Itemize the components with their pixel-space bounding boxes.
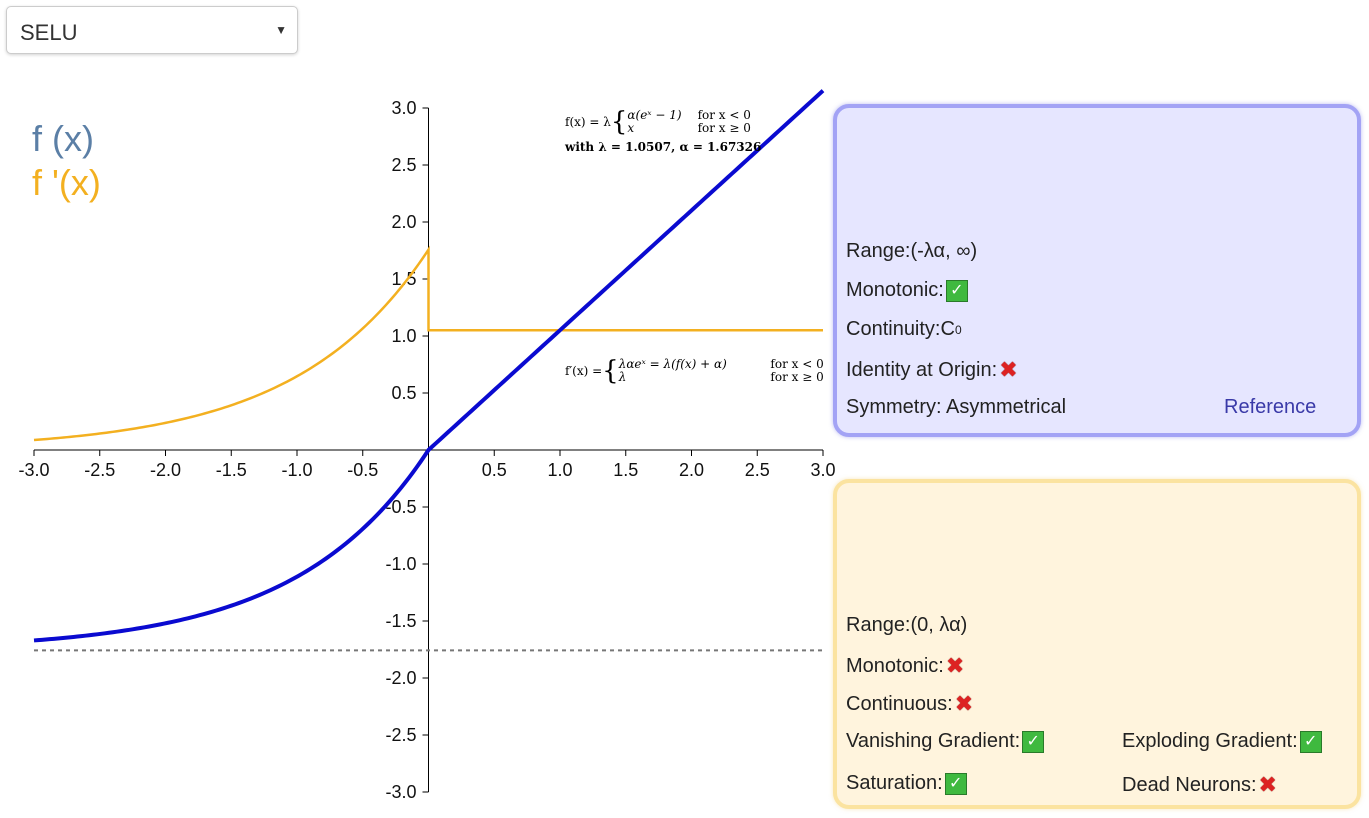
y-tick-label: 2.0 xyxy=(391,212,416,232)
x-tick-label: 1.5 xyxy=(613,460,638,480)
y-tick-label: -1.0 xyxy=(385,554,416,574)
activation-select-value: SELU xyxy=(20,20,78,45)
derivative-monotonic: Monotonic: ✖ xyxy=(846,653,964,679)
x-tick-label: 3.0 xyxy=(810,460,835,480)
derivative-formula: f′(x) ={ λαeˣ = λ(f(x) + α) for x < 0 λ fo… xyxy=(565,357,824,386)
legend-function: f (x) xyxy=(32,118,94,159)
brace-icon: { xyxy=(602,356,619,386)
formula-f-params: with λ = 1.0507, α = 1.67326 xyxy=(565,139,762,154)
chevron-down-icon: ▼ xyxy=(275,23,287,37)
function-identity: Identity at Origin: ✖ xyxy=(846,357,1018,383)
x-tick-label: 2.0 xyxy=(679,460,704,480)
formula-f-cases: α(eˣ − 1) for x < 0 x for x ≥ 0 xyxy=(627,108,751,136)
derivative-range-value: (0, λα) xyxy=(910,614,968,636)
derivative-range: Range: (0, λα) xyxy=(846,614,967,637)
x-tick-label: 0.5 xyxy=(482,460,507,480)
function-range-label: Range: xyxy=(846,240,911,262)
function-formula: f(x) = λ{ α(eˣ − 1) for x < 0 x for x ≥ 0 … xyxy=(565,108,761,154)
function-range: Range: (-λα, ∞) xyxy=(846,240,977,263)
function-continuity: Continuity: C 0 xyxy=(846,318,962,341)
derivative-vanishing: Vanishing Gradient: ✓ xyxy=(846,730,1045,753)
function-continuity-sup: 0 xyxy=(954,322,962,337)
x-tick-label: 2.5 xyxy=(745,460,770,480)
y-tick-label: -1.5 xyxy=(385,611,416,631)
x-tick-label: 1.0 xyxy=(547,460,572,480)
derivative-continuous-label: Continuous: xyxy=(846,692,953,715)
derivative-vanishing-label: Vanishing Gradient: xyxy=(846,730,1021,752)
formula-df-cases: λαeˣ = λ(f(x) + α) for x < 0 λ for x ≥ 0 xyxy=(618,357,824,385)
function-monotonic: Monotonic: ✓ xyxy=(846,279,968,302)
formula-f-case1-cond: for x < 0 xyxy=(697,108,751,123)
formula-df-case2-expr: λ xyxy=(618,370,627,385)
x-tick-label: -1.0 xyxy=(281,460,312,480)
cross-icon: ✖ xyxy=(999,357,1018,382)
x-tick-label: -2.5 xyxy=(84,460,115,480)
check-icon: ✓ xyxy=(1299,730,1322,753)
x-tick-label: -3.0 xyxy=(18,460,49,480)
function-monotonic-label: Monotonic: xyxy=(846,279,944,301)
formula-df-case1-cond: for x < 0 xyxy=(770,357,824,372)
derivative-properties-panel: Range: (0, λα) Monotonic: ✖ Continuous: ✖ V… xyxy=(833,479,1361,809)
derivative-monotonic-label: Monotonic: xyxy=(846,654,944,677)
function-properties-panel: Range: (-λα, ∞) Monotonic: ✓ Continuity: C 0… xyxy=(833,104,1361,437)
activation-select[interactable]: SELU ▼ xyxy=(6,6,298,54)
function-continuity-label: Continuity: xyxy=(846,318,941,340)
x-tick-label: -1.5 xyxy=(216,460,247,480)
x-tick-label: -2.0 xyxy=(150,460,181,480)
y-tick-label: -2.5 xyxy=(385,725,416,745)
derivative-exploding-label: Exploding Gradient: xyxy=(1122,730,1298,752)
derivative-dead-neurons: Dead Neurons: ✖ xyxy=(1122,772,1277,798)
function-continuity-value: C xyxy=(940,318,955,340)
y-tick-label: 2.5 xyxy=(391,155,416,175)
cross-icon: ✖ xyxy=(945,653,965,678)
function-range-value: (-λα, ∞) xyxy=(910,240,978,262)
cross-icon: ✖ xyxy=(1258,772,1277,797)
derivative-continuous: Continuous: ✖ xyxy=(846,691,973,717)
cross-icon: ✖ xyxy=(954,691,974,716)
derivative-saturation: Saturation: ✓ xyxy=(846,772,967,795)
y-tick-label: 3.0 xyxy=(391,98,416,118)
formula-f-case2-cond: for x ≥ 0 xyxy=(697,121,751,136)
function-symmetry: Symmetry: Asymmetrical xyxy=(846,396,1067,418)
formula-f-case2-expr: x xyxy=(627,121,635,136)
formula-df-lhs: f′(x) = xyxy=(565,363,603,378)
activation-chart: -3.0 -2.5 -2.0 -1.5 -1.0 -0.5 0.5 1.0 1.5 2.0 2.5 3… xyxy=(18,89,836,802)
derivative-line xyxy=(33,245,823,442)
derivative-dead-label: Dead Neurons: xyxy=(1122,773,1257,796)
derivative-range-label: Range: xyxy=(846,614,911,636)
derivative-saturation-label: Saturation: xyxy=(846,772,943,794)
formula-f-lhs: f(x) = λ xyxy=(565,114,611,129)
y-tick-label: 0.5 xyxy=(391,383,416,403)
y-tick-label: -3.0 xyxy=(385,782,416,802)
function-identity-label: Identity at Origin: xyxy=(846,358,998,381)
x-tick-label: -0.5 xyxy=(347,460,378,480)
derivative-exploding: Exploding Gradient: ✓ xyxy=(1122,730,1322,753)
y-tick-label: -0.5 xyxy=(385,497,416,517)
check-icon: ✓ xyxy=(1022,730,1045,753)
formula-df-case1-expr: λαeˣ = λ(f(x) + α) xyxy=(618,357,727,372)
formula-f-case1-expr: α(eˣ − 1) xyxy=(627,108,682,123)
brace-icon: { xyxy=(610,107,628,137)
legend-derivative: f '(x) xyxy=(32,162,101,203)
y-tick-label: -2.0 xyxy=(385,668,416,688)
formula-df-case2-cond: for x ≥ 0 xyxy=(770,370,824,385)
check-icon: ✓ xyxy=(945,279,968,302)
check-icon: ✓ xyxy=(944,772,967,795)
reference-link[interactable]: Reference xyxy=(1224,396,1317,418)
y-tick-label: 1.0 xyxy=(391,326,416,346)
function-line xyxy=(33,89,825,643)
